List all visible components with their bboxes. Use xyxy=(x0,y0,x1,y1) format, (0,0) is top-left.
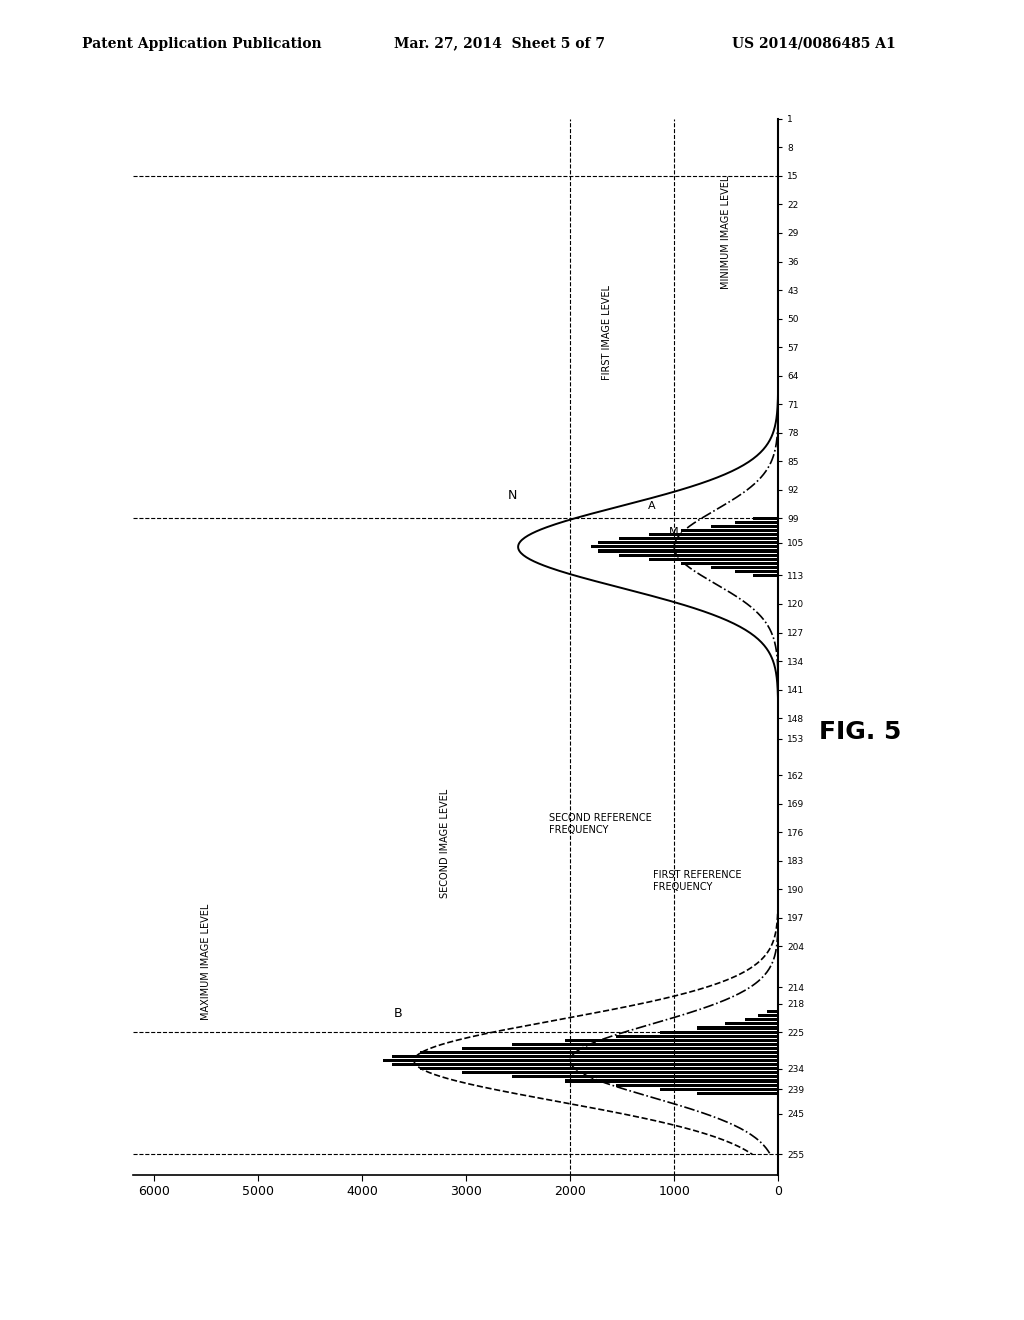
Bar xyxy=(681,529,778,532)
Bar xyxy=(753,574,778,577)
Bar xyxy=(660,1088,778,1090)
Text: N: N xyxy=(508,488,517,502)
Bar xyxy=(565,1039,778,1041)
Bar xyxy=(392,1055,778,1059)
Bar xyxy=(744,1018,778,1022)
Text: SECOND IMAGE LEVEL: SECOND IMAGE LEVEL xyxy=(440,788,451,898)
Bar xyxy=(615,1035,778,1038)
Bar xyxy=(620,537,778,540)
Bar xyxy=(615,1084,778,1086)
Bar xyxy=(696,1027,778,1030)
Text: FIRST REFERENCE
FREQUENCY: FIRST REFERENCE FREQUENCY xyxy=(653,870,741,892)
Text: FIRST IMAGE LEVEL: FIRST IMAGE LEVEL xyxy=(601,285,611,380)
Bar xyxy=(759,1014,778,1018)
Text: Patent Application Publication: Patent Application Publication xyxy=(82,37,322,50)
Bar xyxy=(711,525,778,528)
Text: SECOND REFERENCE
FREQUENCY: SECOND REFERENCE FREQUENCY xyxy=(549,813,652,836)
Text: A: A xyxy=(648,502,655,511)
Text: US 2014/0086485 A1: US 2014/0086485 A1 xyxy=(732,37,896,50)
Bar xyxy=(660,1031,778,1034)
Bar xyxy=(598,549,778,553)
Bar xyxy=(420,1051,778,1053)
Bar xyxy=(681,562,778,565)
Bar xyxy=(648,533,778,536)
Bar xyxy=(462,1072,778,1074)
Bar xyxy=(735,570,778,573)
Text: MINIMUM IMAGE LEVEL: MINIMUM IMAGE LEVEL xyxy=(721,176,731,289)
Text: FIG. 5: FIG. 5 xyxy=(819,721,901,744)
Bar xyxy=(591,545,778,548)
Bar xyxy=(565,1080,778,1082)
Bar xyxy=(735,521,778,524)
Bar xyxy=(512,1043,778,1045)
Bar xyxy=(753,517,778,520)
Bar xyxy=(383,1059,778,1063)
Bar xyxy=(696,1092,778,1094)
Text: B: B xyxy=(394,1007,402,1020)
Bar xyxy=(725,1023,778,1026)
Bar xyxy=(420,1068,778,1071)
Bar xyxy=(462,1047,778,1049)
Bar xyxy=(767,1010,778,1014)
Text: Mar. 27, 2014  Sheet 5 of 7: Mar. 27, 2014 Sheet 5 of 7 xyxy=(394,37,605,50)
Bar xyxy=(598,541,778,544)
Text: M: M xyxy=(669,527,679,536)
Bar xyxy=(392,1063,778,1067)
Bar xyxy=(648,557,778,561)
Bar xyxy=(512,1076,778,1078)
Bar xyxy=(620,553,778,557)
Bar xyxy=(711,566,778,569)
Text: MAXIMUM IMAGE LEVEL: MAXIMUM IMAGE LEVEL xyxy=(201,903,211,1020)
